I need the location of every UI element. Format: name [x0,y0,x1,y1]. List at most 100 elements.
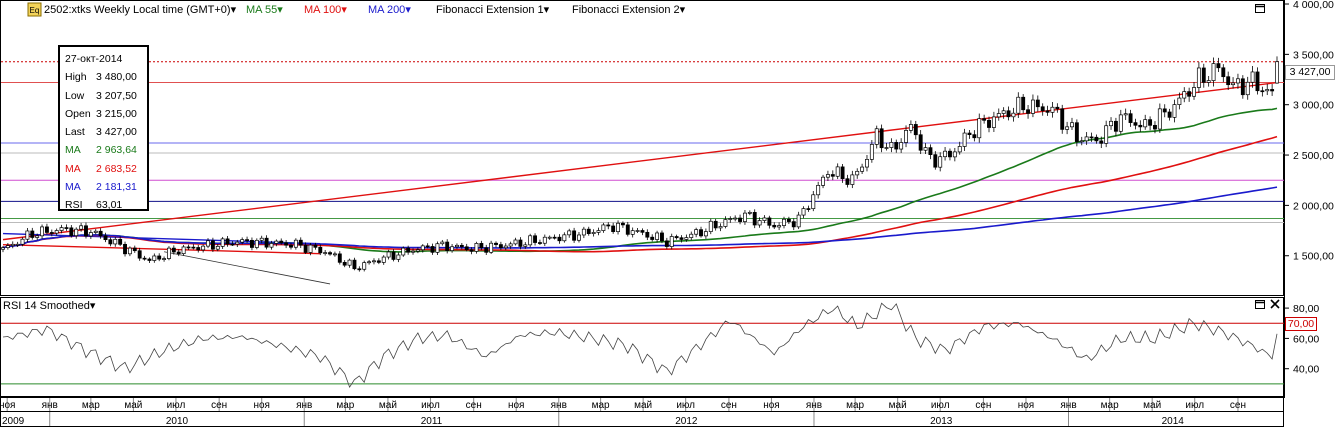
candle[interactable] [264,235,269,250]
rsi-panel-close-button[interactable] [1270,299,1280,309]
candle[interactable] [596,227,601,236]
candle[interactable] [59,224,64,234]
candle[interactable] [54,228,59,236]
candle[interactable] [147,257,152,264]
candle[interactable] [391,249,396,262]
candle[interactable] [674,234,679,240]
candle[interactable] [801,206,806,219]
candle[interactable] [523,242,528,249]
candle[interactable] [1001,107,1006,119]
indicator-toggle[interactable]: MA 100▾ [304,4,347,16]
candle[interactable] [84,222,88,239]
candle[interactable] [996,108,1001,121]
candle[interactable] [230,241,235,247]
candle[interactable] [869,140,874,163]
candle[interactable] [1016,92,1021,119]
candle[interactable] [606,222,611,230]
candle[interactable] [938,152,943,172]
candle[interactable] [381,255,386,265]
candle[interactable] [664,237,669,250]
candle[interactable] [581,226,586,239]
candle[interactable] [1030,94,1035,118]
candle[interactable] [415,247,420,254]
candle[interactable] [367,259,372,265]
candle[interactable] [957,141,962,155]
candle[interactable] [601,222,606,233]
candle[interactable] [1211,57,1216,87]
candle[interactable] [318,244,323,256]
candle[interactable] [537,239,542,245]
candle[interactable] [191,244,196,250]
candle[interactable] [279,238,284,245]
candle[interactable] [625,221,630,237]
candle[interactable] [855,168,860,179]
candle[interactable] [1026,105,1031,119]
candle[interactable] [1099,136,1104,149]
candle[interactable] [215,243,220,252]
candle[interactable] [494,241,498,248]
candle[interactable] [127,246,132,257]
candle[interactable] [987,116,991,133]
candle[interactable] [747,210,752,216]
candle[interactable] [562,232,567,243]
candle[interactable] [25,227,30,243]
candle[interactable] [1201,63,1206,88]
candle[interactable] [249,237,254,251]
candle[interactable] [679,235,684,243]
candle[interactable] [1079,136,1084,146]
candle[interactable] [821,174,825,189]
candle[interactable] [513,237,518,246]
candle[interactable] [923,143,928,155]
candle[interactable] [74,227,79,239]
trend-line[interactable] [2,243,321,255]
candle[interactable] [840,164,845,183]
candle[interactable] [991,111,996,133]
candle[interactable] [464,243,469,252]
candle[interactable] [908,120,913,134]
candle[interactable] [874,125,879,149]
candle[interactable] [1074,119,1079,147]
candle[interactable] [811,190,816,212]
candle[interactable] [254,238,259,250]
candle[interactable] [879,124,884,153]
candle[interactable] [786,216,791,225]
candle[interactable] [1,246,5,253]
candle[interactable] [518,237,523,250]
candle[interactable] [616,220,620,235]
candle[interactable] [689,231,694,241]
candle[interactable] [1167,108,1172,121]
candle[interactable] [777,222,782,231]
trend-line[interactable] [164,251,331,285]
candle[interactable] [15,241,20,248]
candle[interactable] [176,249,181,257]
candle[interactable] [1250,66,1255,88]
candle[interactable] [5,243,10,250]
candle[interactable] [20,237,25,247]
candle[interactable] [1260,86,1265,97]
candle[interactable] [1192,81,1196,100]
candle[interactable] [699,226,703,238]
candle[interactable] [1157,103,1162,133]
candle[interactable] [10,241,15,249]
candle[interactable] [1206,75,1211,87]
candle[interactable] [323,249,328,256]
candle[interactable] [1275,56,1279,84]
candle[interactable] [645,229,650,241]
candle[interactable] [782,216,786,229]
candle[interactable] [772,222,777,230]
candle[interactable] [1040,103,1045,116]
candle[interactable] [142,255,147,261]
candle[interactable] [474,241,479,254]
indicator-toggle[interactable]: MA 55▾ [246,4,283,16]
candle[interactable] [328,250,332,256]
candle[interactable] [1006,106,1011,121]
candle[interactable] [757,217,762,228]
candle[interactable] [1138,120,1143,132]
candle[interactable] [928,144,933,160]
candle[interactable] [850,170,855,189]
indicator-toggle[interactable]: Fibonacci Extension 2▾ [572,4,686,16]
candle[interactable] [567,228,572,238]
candle[interactable] [552,234,557,240]
candle[interactable] [49,229,54,237]
candle[interactable] [904,125,908,148]
